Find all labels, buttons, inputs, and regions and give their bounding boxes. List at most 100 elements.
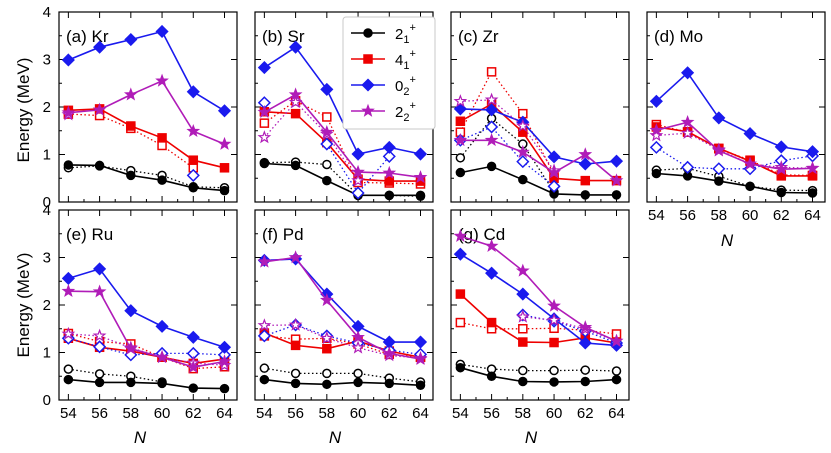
x-tick-label: 56 xyxy=(679,207,696,224)
series-s41-panel-c xyxy=(455,67,622,186)
x-tick-label: 54 xyxy=(60,405,77,422)
solid-s02-line xyxy=(264,258,421,343)
series-s21-panel-a xyxy=(63,160,230,196)
filled-point-s02 xyxy=(351,147,365,161)
filled-point-s21 xyxy=(353,377,363,388)
open-point-s22 xyxy=(257,130,272,144)
panel-label: (f) Pd xyxy=(262,225,304,244)
filled-point-s02 xyxy=(453,247,467,261)
filled-point-s02 xyxy=(578,336,592,350)
x-axis-title-panel-g: N xyxy=(525,428,538,447)
filled-point-s21 xyxy=(518,376,528,387)
filled-point-s22 xyxy=(547,298,561,312)
filled-point-s02 xyxy=(320,82,334,96)
filled-point-s22 xyxy=(515,144,530,158)
filled-point-s22 xyxy=(155,350,169,364)
filled-point-s21 xyxy=(415,190,426,201)
filled-point-s21 xyxy=(807,188,818,198)
solid-s21-line xyxy=(68,378,225,390)
solid-s22-line xyxy=(460,139,618,182)
filled-point-s41 xyxy=(486,317,497,328)
filled-point-s22 xyxy=(547,165,561,179)
solid-s21-line xyxy=(460,366,617,383)
series-s02-panel-c xyxy=(453,102,624,193)
filled-point-s41 xyxy=(455,289,466,299)
filled-point-s21 xyxy=(290,378,301,389)
open-point-s02 xyxy=(93,340,107,354)
open-point-s41 xyxy=(157,140,167,151)
x-tick-label: 62 xyxy=(773,207,790,224)
open-point-s22 xyxy=(515,309,530,323)
filled-point-s02 xyxy=(649,94,663,108)
series-s22-panel-b xyxy=(257,87,428,187)
filled-point-s22 xyxy=(453,228,468,242)
filled-point-s21 xyxy=(651,168,662,179)
series-s21-panel-b xyxy=(259,157,426,202)
filled-point-s21 xyxy=(580,190,591,200)
open-point-s22 xyxy=(351,340,365,354)
filled-point-s41 xyxy=(219,163,230,173)
filled-point-s21 xyxy=(611,190,622,200)
legend-entry-s41: 41+ xyxy=(351,48,416,72)
filled-point-s21 xyxy=(776,187,787,198)
x-tick-label: 56 xyxy=(91,405,108,422)
solid-s21-line xyxy=(264,162,421,197)
filled-point-s22 xyxy=(711,143,726,157)
filled-point-s21 xyxy=(580,376,591,387)
series-s02-panel-g xyxy=(453,247,624,352)
x-tick-label: 62 xyxy=(185,405,202,422)
solid-s41-line xyxy=(68,108,225,169)
x-tick-label: 58 xyxy=(710,207,727,224)
open-point-s21 xyxy=(549,365,559,376)
x-tick-label: 54 xyxy=(648,207,665,224)
open-point-s21 xyxy=(63,364,74,374)
series-s41-panel-d xyxy=(651,119,818,181)
dotted-s21-line xyxy=(656,167,813,192)
filled-point-s21 xyxy=(126,377,136,388)
filled-point-s22 xyxy=(217,136,232,150)
open-point-s21 xyxy=(259,363,270,373)
filled-point-s21 xyxy=(549,377,559,387)
x-tick-label: 54 xyxy=(452,405,469,422)
x-tick-label: 58 xyxy=(318,405,335,422)
filled-point-s02 xyxy=(712,111,726,125)
open-point-s02 xyxy=(257,329,271,343)
x-tick-label: 54 xyxy=(256,405,273,422)
series-s22-panel-f xyxy=(257,250,428,365)
panel-label: (a) Kr xyxy=(66,27,109,46)
y-tick-label: 4 xyxy=(43,202,51,219)
filled-point-s02 xyxy=(609,154,624,168)
filled-point-s21 xyxy=(290,160,301,171)
panel-e: 54 56 58 60 62 64 0 1 2 3 4 (e) Ru xyxy=(43,202,238,422)
filled-point-s02 xyxy=(257,61,271,75)
filled-point-s22 xyxy=(609,333,624,347)
dotted-s02-line xyxy=(460,126,555,187)
solid-s22-line xyxy=(68,290,225,369)
filled-point-s22 xyxy=(288,87,303,101)
filled-point-s41 xyxy=(580,175,591,186)
filled-point-s22 xyxy=(743,156,757,170)
open-point-s02 xyxy=(649,140,663,154)
y-tick-label: 0 xyxy=(43,194,51,211)
filled-point-s02 xyxy=(516,287,530,301)
open-point-s21 xyxy=(518,365,528,376)
filled-point-s22 xyxy=(515,263,530,277)
open-point-s02 xyxy=(712,162,726,176)
filled-point-s02 xyxy=(124,304,138,318)
x-tick-label: 56 xyxy=(287,405,304,422)
dotted-s21-line xyxy=(264,161,421,197)
y-tick-label: 1 xyxy=(43,147,51,164)
legend-marker-circle xyxy=(363,28,373,38)
filled-point-s22 xyxy=(257,105,272,119)
y-tick-label: 3 xyxy=(43,250,51,267)
solid-s21-line xyxy=(656,172,813,194)
filled-point-s22 xyxy=(92,284,107,298)
open-point-s02 xyxy=(516,155,530,169)
legend-entry-s22: 22+ xyxy=(351,100,416,124)
solid-s22-line xyxy=(460,235,617,342)
filled-point-s02 xyxy=(485,266,499,280)
series-s02-panel-e xyxy=(61,262,232,362)
filled-point-s02 xyxy=(805,145,820,159)
solid-s21-line xyxy=(460,165,617,196)
open-point-s02 xyxy=(320,137,334,151)
